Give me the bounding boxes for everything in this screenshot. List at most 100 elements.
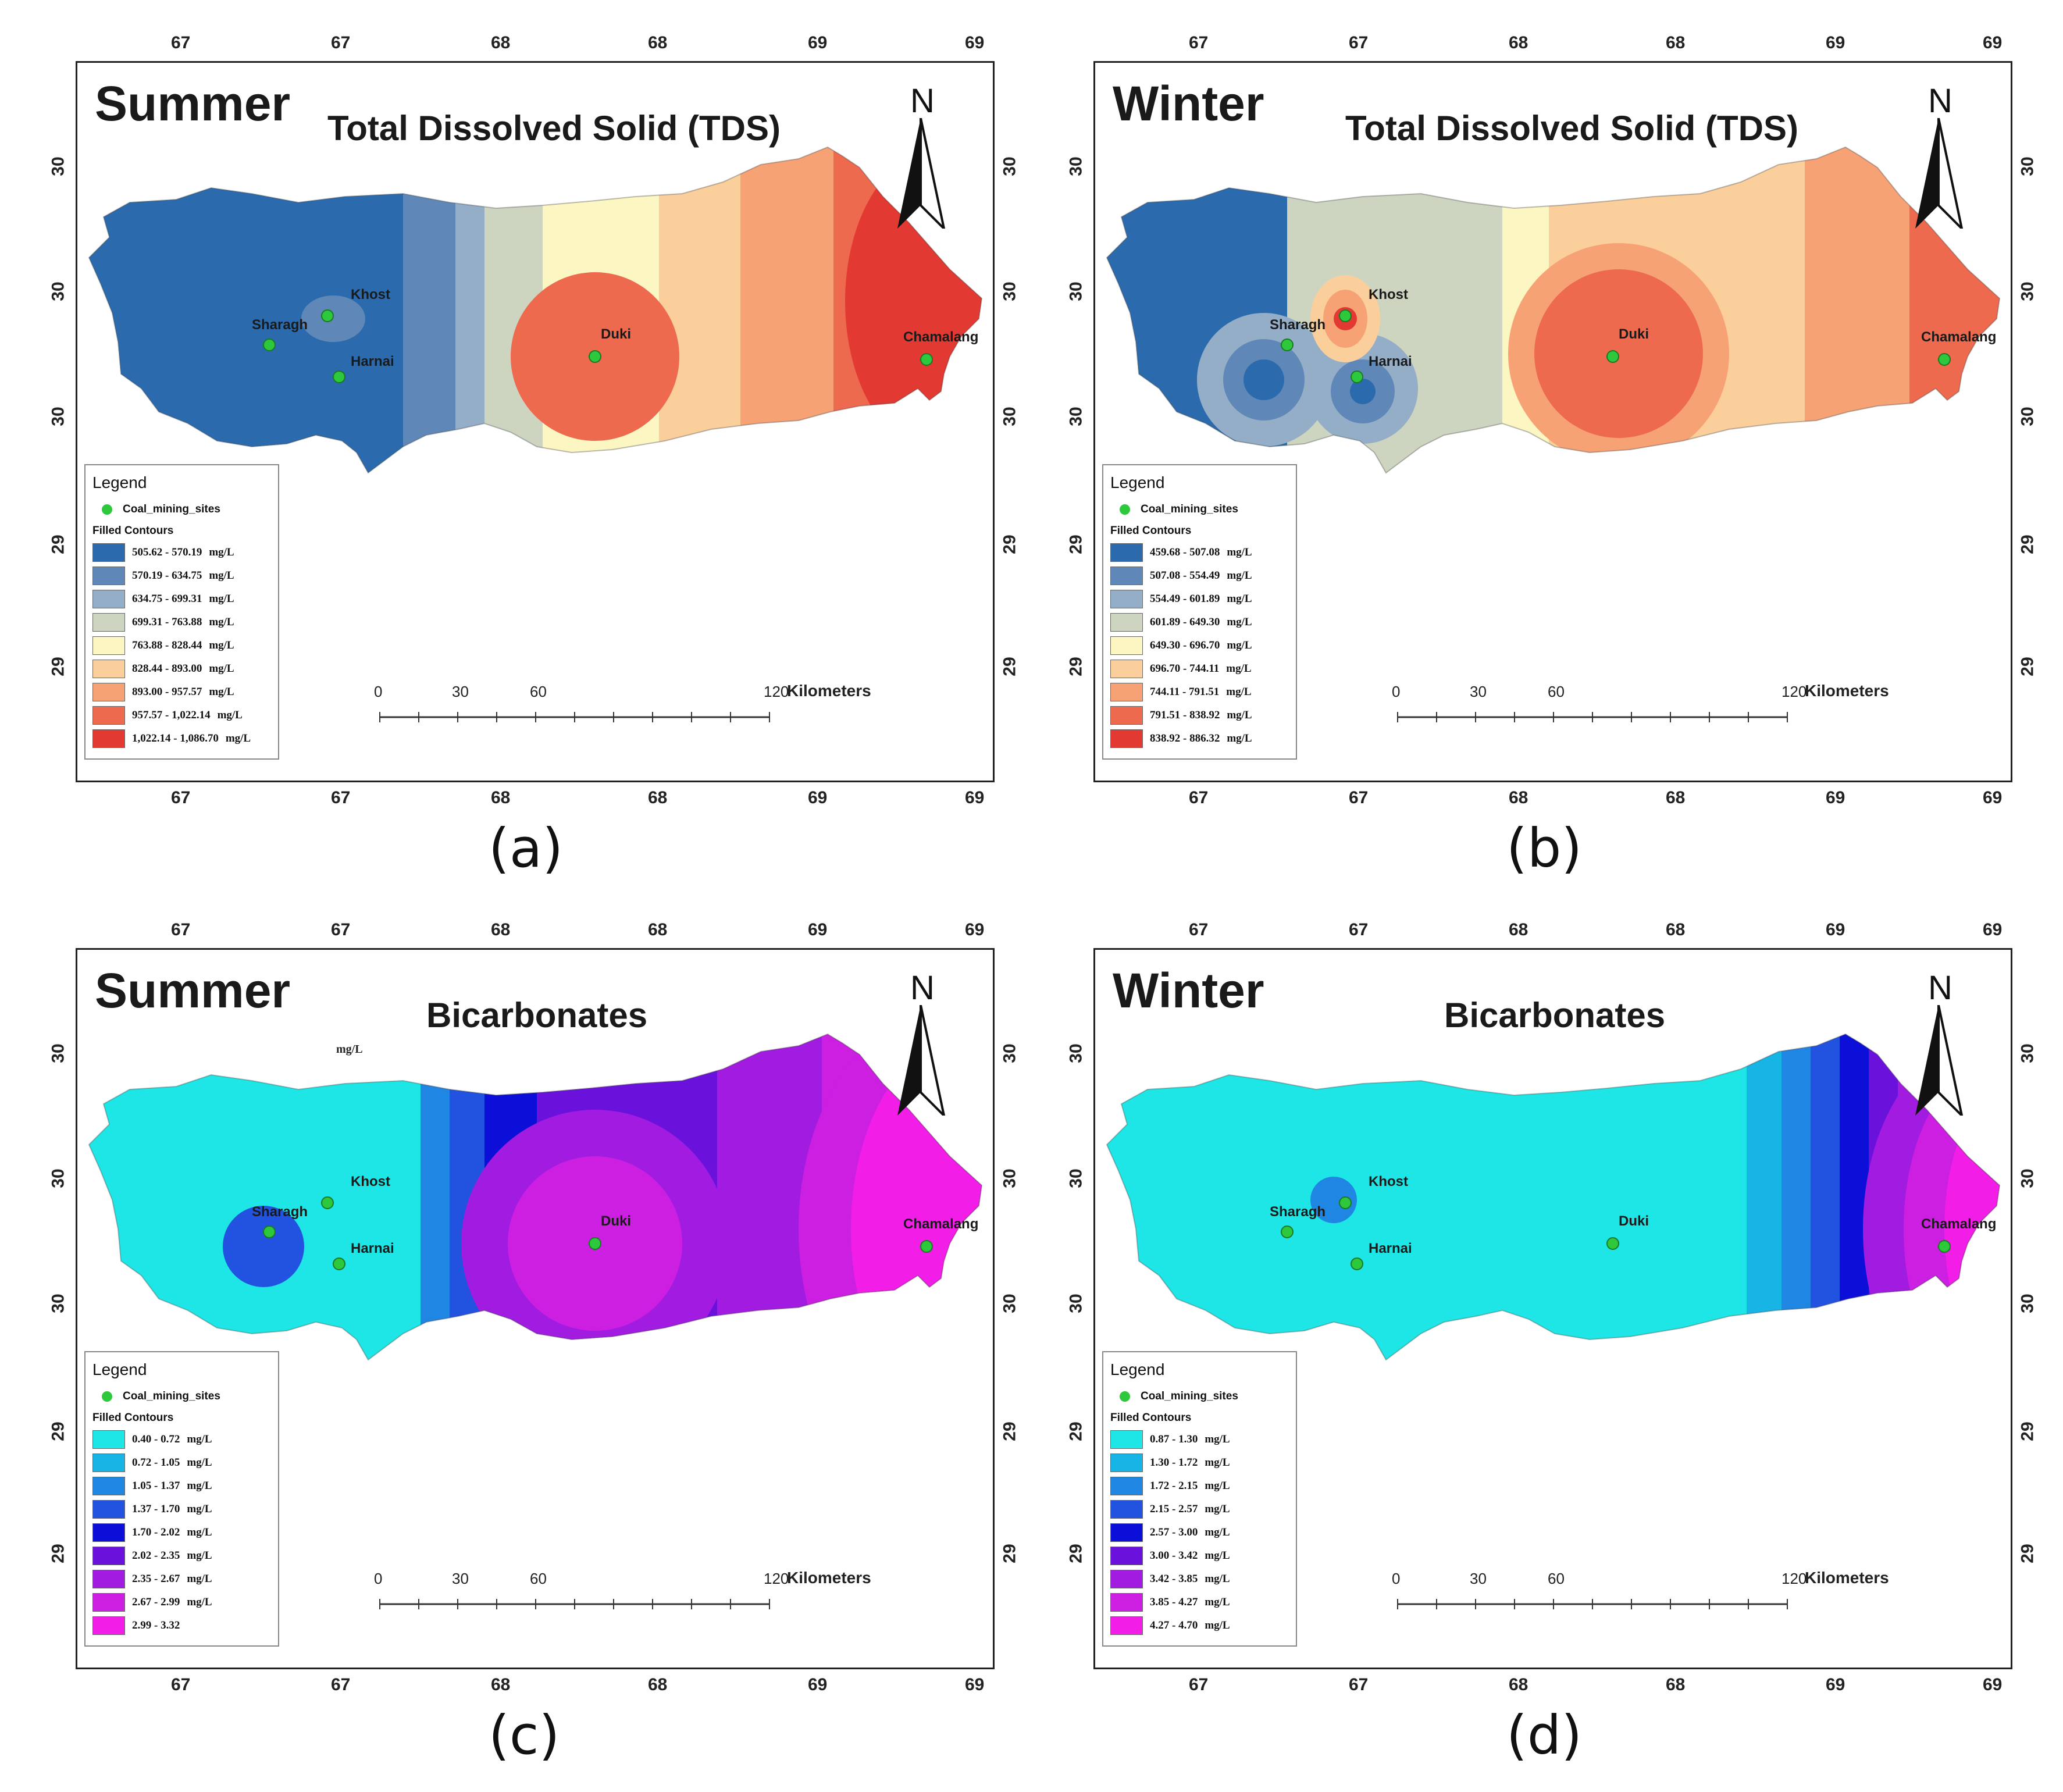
legend-range: 893.00 - 957.57 [132, 686, 202, 698]
legend-swatch [92, 1593, 125, 1612]
contour-band [1747, 1034, 1782, 1360]
coal-site-marker[interactable] [1351, 1257, 1363, 1270]
contour-high-zone [845, 150, 982, 453]
legend-item: 634.75 - 699.31 mg/L [92, 587, 271, 611]
coal-site-marker[interactable] [333, 1257, 345, 1270]
coal-site-marker[interactable] [321, 1196, 334, 1209]
legend-range: 4.27 - 4.70 [1150, 1619, 1198, 1631]
legend-unit: mg/L [1205, 1433, 1230, 1445]
legend-unit: mg/L [209, 639, 234, 651]
coal-site-marker[interactable] [920, 1240, 933, 1253]
legend-swatch [1110, 543, 1143, 562]
longitude-tick-bottom: 67 [331, 1675, 351, 1694]
site-label: Chamalang [1921, 1216, 1997, 1232]
site-label: Sharagh [1270, 317, 1326, 333]
longitude-tick-bottom: 67 [1189, 788, 1209, 807]
north-label: N [910, 969, 935, 1007]
legend-unit: mg/L [209, 662, 234, 675]
scale-label: 60 [1548, 683, 1565, 700]
legend-range: 1.30 - 1.72 [1150, 1456, 1198, 1469]
legend-range: 2.02 - 2.35 [132, 1549, 180, 1562]
legend-item: 3.85 - 4.27 mg/L [1110, 1591, 1289, 1614]
contour-layer [89, 147, 982, 473]
longitude-tick-bottom: 69 [1983, 788, 2003, 807]
legend-item: 3.42 - 3.85 mg/L [1110, 1567, 1289, 1591]
longitude-tick-top: 68 [491, 33, 511, 52]
latitude-tick-right: 29 [1000, 535, 1020, 554]
legend-unit: mg/L [1205, 1456, 1230, 1469]
contour-band [421, 1034, 450, 1360]
coal-site-marker[interactable] [1339, 1196, 1352, 1209]
north-label: N [1928, 969, 1952, 1007]
site-label: Duki [601, 1213, 632, 1229]
legend-unit: mg/L [1205, 1619, 1230, 1631]
longitude-tick-top: 68 [1666, 920, 1686, 939]
map-frame: Sharagh Khost Harnai Duki Chamalang Summer Tot… [76, 61, 995, 782]
legend-item: 2.57 - 3.00 mg/L [1110, 1521, 1289, 1544]
coal-site-marker[interactable] [920, 353, 933, 366]
coal-site-marker[interactable] [333, 370, 345, 383]
coal-site-marker[interactable] [1606, 350, 1619, 363]
coal-site-marker[interactable] [589, 1237, 601, 1250]
legend-item: 828.44 - 893.00 mg/L [92, 657, 271, 681]
contour-band [1805, 147, 1910, 473]
legend-item: 2.67 - 2.99 mg/L [92, 1591, 271, 1614]
season-label: Winter [1113, 76, 1264, 131]
latitude-tick-left: 30 [48, 1168, 68, 1188]
coal-site-marker[interactable] [263, 1225, 276, 1238]
longitude-tick-top: 68 [491, 920, 511, 939]
legend-item: 744.11 - 791.51 mg/L [1110, 681, 1289, 704]
legend-swatch [1110, 1500, 1143, 1519]
coal-site-marker[interactable] [1281, 1225, 1294, 1238]
longitude-tick-bottom: 68 [1666, 1675, 1686, 1694]
legend-range: 554.49 - 601.89 [1150, 593, 1220, 605]
longitude-tick-top: 68 [1666, 33, 1686, 52]
legend-range: 507.08 - 554.49 [1150, 569, 1220, 582]
longitude-tick-bottom: 68 [1666, 788, 1686, 807]
legend-range: 0.87 - 1.30 [1150, 1433, 1198, 1445]
site-marker-icon [1120, 1391, 1130, 1402]
legend-item: 505.62 - 570.19 mg/L [92, 541, 271, 564]
stray-unit-label: mg/L [336, 1043, 363, 1056]
coal-site-marker[interactable] [263, 339, 276, 351]
coal-site-marker[interactable] [1606, 1237, 1619, 1250]
legend-range: 570.19 - 634.75 [132, 569, 202, 582]
legend-range: 3.42 - 3.85 [1150, 1573, 1198, 1585]
coal-site-marker[interactable] [1281, 339, 1294, 351]
scale-unit: Kilometers [787, 682, 871, 700]
contour-band [740, 147, 834, 473]
latitude-tick-right: 30 [1000, 1043, 1020, 1063]
legend-swatch [92, 683, 125, 701]
legend-item: 763.88 - 828.44 mg/L [92, 634, 271, 657]
legend-unit: mg/L [209, 686, 234, 698]
legend-range: 0.40 - 0.72 [132, 1433, 180, 1445]
contour-band [1107, 1034, 1712, 1360]
legend-range: 744.11 - 791.51 [1150, 686, 1220, 698]
legend-range: 601.89 - 649.30 [1150, 616, 1220, 628]
longitude-tick-bottom: 69 [808, 1675, 828, 1694]
longitude-tick-top: 67 [171, 920, 191, 939]
scale-unit: Kilometers [787, 1569, 871, 1587]
coal-site-marker[interactable] [1351, 370, 1363, 383]
latitude-tick-left: 30 [1066, 1043, 1086, 1063]
longitude-tick-bottom: 68 [648, 788, 668, 807]
season-label: Summer [95, 963, 291, 1018]
coal-site-marker[interactable] [589, 350, 601, 363]
latitude-tick-right: 30 [1000, 1168, 1020, 1188]
legend-unit: mg/L [1205, 1526, 1230, 1538]
latitude-tick-right: 29 [2018, 535, 2037, 554]
region-boundary [88, 1033, 983, 1361]
coal-site-marker[interactable] [1938, 1240, 1951, 1253]
coal-site-marker[interactable] [321, 309, 334, 322]
legend-swatch [92, 1570, 125, 1588]
legend-item: 0.40 - 0.72 mg/L [92, 1428, 271, 1451]
coal-site-marker[interactable] [1938, 353, 1951, 366]
legend-unit: mg/L [209, 593, 234, 605]
coal-site-marker[interactable] [1339, 309, 1352, 322]
site-label: Chamalang [903, 329, 979, 345]
scale-bar [1397, 1599, 1788, 1609]
panel-caption: (a) [489, 817, 564, 879]
latitude-tick-right: 30 [2018, 407, 2037, 426]
scale-label: 60 [530, 1570, 547, 1587]
legend: Legend Coal_mining_sites Filled Contours 45… [1102, 464, 1297, 760]
